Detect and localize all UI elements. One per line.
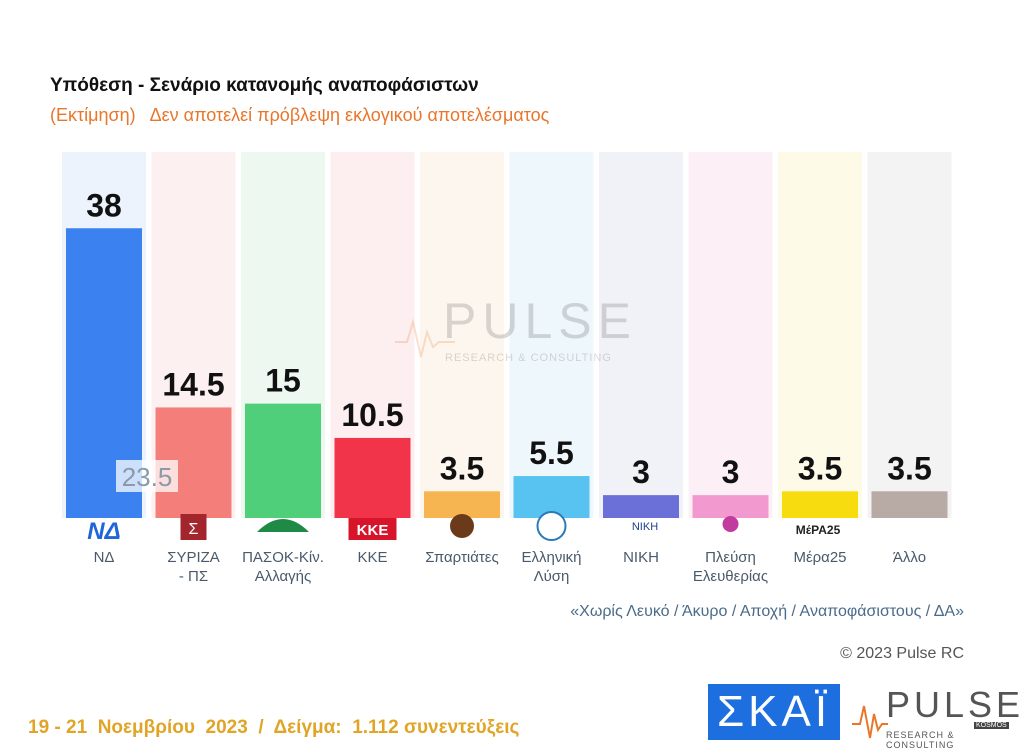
exclusion-note: «Χωρίς Λευκό / Άκυρο / Αποχή / Αναποφάσι… [570,603,964,620]
column-background [599,152,683,518]
category-label: ΝΙΚΗ [623,549,659,566]
column-background [867,152,952,518]
pulse-watermark: PULSE RESEARCH & CONSULTING [395,292,635,372]
column-background [688,152,773,518]
category-label: ΣΥΡΙΖΑ [167,549,220,566]
data-label: 15 [265,363,301,399]
column-background [778,152,862,518]
kke-logo-text: ΚΚΕ [357,522,389,539]
pulse-logo-word: PULSE [886,684,1024,725]
nd-logo-icon: ΝΔ [87,518,120,545]
pasok-logo-icon [257,519,309,532]
data-label: 5.5 [529,435,573,471]
pulse-logo-subtitle: RESEARCH & CONSULTING [886,730,955,750]
bar [692,495,769,518]
category-label: Σπαρτιάτες [425,549,498,566]
watermark-word: PULSE [443,293,637,349]
niki-logo-icon: ΝΙΚΗ [632,521,658,533]
column-background [420,152,504,518]
syriza-logo-icon [180,514,207,540]
syriza-logo-letter: Σ [189,521,199,538]
category-label: Μέρα25 [793,549,846,566]
chart-subtitle: (Εκτίμηση) Δεν αποτελεί πρόβλεψη εκλογικ… [50,105,550,125]
watermark-subtitle: RESEARCH & CONSULTING [445,352,612,364]
category-label: Πλεύση [705,549,756,566]
data-label: 14.5 [162,366,224,402]
category-label: Ελληνική [521,549,581,566]
annotation-label: 23.5 [122,462,173,492]
category-label: Άλλο [893,549,926,566]
category-label: Αλλαγής [255,568,312,585]
skai-logo: ΣΚΑΪ [708,684,840,740]
data-label: 3.5 [798,450,842,486]
pulse-wave-icon [395,318,455,358]
elliniki-lysi-logo-icon [536,511,567,541]
bar [424,491,500,518]
bar [782,491,858,518]
bar [245,403,321,518]
data-label: 10.5 [341,397,403,433]
data-label: 3 [632,454,650,490]
copyright: © 2023 Pulse RC [840,645,964,662]
annotation-background [116,460,178,492]
category-label: - ΠΣ [179,568,208,585]
category-label: Ελευθερίας [693,568,768,585]
spartiates-logo-icon [450,514,474,538]
category-label: ΝΔ [94,549,115,566]
data-label: 3.5 [887,450,931,486]
chart-title: Υπόθεση - Σενάριο κατανομής αναποφάσιστω… [50,75,479,96]
data-label: 3.5 [440,450,484,486]
bar-chart: 38 ΝΔ 14.5 ΣΥΡΙΖΑ - ΠΣ 15 ΠΑΣΟΚ-Κίν. Αλλαγής 10.… [62,152,952,585]
category-label: ΚΚΕ [357,549,387,566]
kke-logo-icon [348,518,397,540]
pulse-logo-wave-icon [852,705,888,739]
bar [603,495,679,518]
pulse-logo-kosmos: KOSMOS [974,722,1009,729]
bar [871,491,948,518]
category-label: Λύση [534,568,570,585]
data-label: 3 [722,454,740,490]
bar [334,437,411,518]
column-background [509,152,594,518]
survey-footer: 19 - 21 Νοεμβρίου 2023 / Δείγμα: 1.112 σ… [28,717,520,738]
data-label: 38 [86,187,122,223]
plefsi-logo-icon [722,516,739,532]
mera25-logo-icon: ΜέΡΑ25 [796,523,841,537]
pulse-logo: PULSE KOSMOS RESEARCH & CONSULTING [852,684,1020,750]
category-label: ΠΑΣΟΚ-Κίν. [242,549,324,566]
